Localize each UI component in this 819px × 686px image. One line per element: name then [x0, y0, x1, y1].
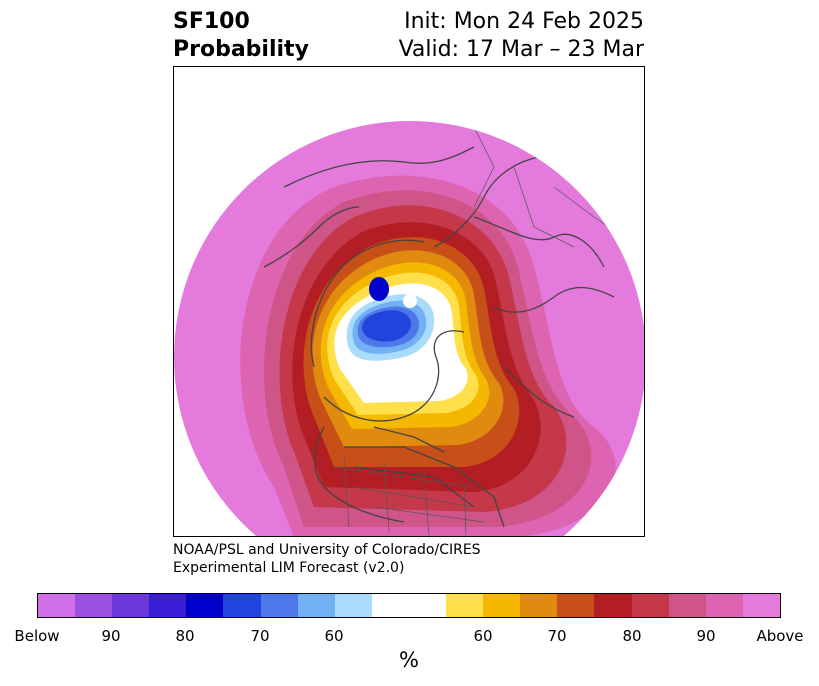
- credit: NOAA/PSL and University of Colorado/CIRE…: [173, 541, 481, 577]
- credit-line-1: NOAA/PSL and University of Colorado/CIRE…: [173, 542, 481, 558]
- colorbar-tick-above-80: 80: [622, 627, 642, 645]
- colorbar-segment: [631, 594, 669, 617]
- colorbar-tick-below-70: 70: [250, 627, 270, 645]
- colorbar-segment: [705, 594, 743, 617]
- colorbar-segment: [38, 594, 76, 617]
- title-line-1: SF100: [173, 9, 250, 34]
- colorbar-tick-below-60: 60: [324, 627, 344, 645]
- colorbar-segment: [260, 594, 298, 617]
- colorbar-segment: [520, 594, 558, 617]
- init-date: Init: Mon 24 Feb 2025: [404, 9, 644, 34]
- colorbar-segment: [668, 594, 706, 617]
- map-title: SF100 Probability: [173, 8, 309, 64]
- colorbar-unit: %: [399, 648, 419, 672]
- title-line-2: Probability: [173, 37, 309, 62]
- colorbar-segment: [186, 594, 224, 617]
- colorbar-segment: [334, 594, 372, 617]
- valid-date: Valid: 17 Mar – 23 Mar: [398, 37, 644, 62]
- colorbar-segment: [557, 594, 595, 617]
- colorbar-segment: [112, 594, 150, 617]
- map-panel: [173, 66, 645, 537]
- colorbar-segment: [149, 594, 187, 617]
- colorbar-segment: [75, 594, 113, 617]
- colorbar-segment: [223, 594, 261, 617]
- coastlines: [263, 146, 615, 528]
- probability-field: [174, 121, 644, 536]
- colorbar-tick-below-90: 90: [101, 627, 121, 645]
- colorbar-segment: [297, 594, 335, 617]
- colorbar-tick-above-70: 70: [547, 627, 567, 645]
- credit-line-2: Experimental LIM Forecast (v2.0): [173, 560, 405, 576]
- colorbar-segment: [594, 594, 632, 617]
- colorbar-segment: [446, 594, 484, 617]
- colorbar-tick-below-80: 80: [175, 627, 195, 645]
- colorbar-segment: [742, 594, 780, 617]
- colorbar-tick-above-60: 60: [473, 627, 493, 645]
- colorbar: [37, 593, 781, 618]
- colorbar-segment: [483, 594, 521, 617]
- forecast-dates: Init: Mon 24 Feb 2025 Valid: 17 Mar – 23…: [399, 8, 644, 64]
- colorbar-segment: [371, 594, 447, 617]
- colorbar-tick-above-90: 90: [696, 627, 716, 645]
- polar-map: [174, 121, 644, 536]
- colorbar-tick-above: Above: [756, 627, 804, 645]
- borders: [333, 126, 625, 536]
- colorbar-tick-below: Below: [14, 627, 60, 645]
